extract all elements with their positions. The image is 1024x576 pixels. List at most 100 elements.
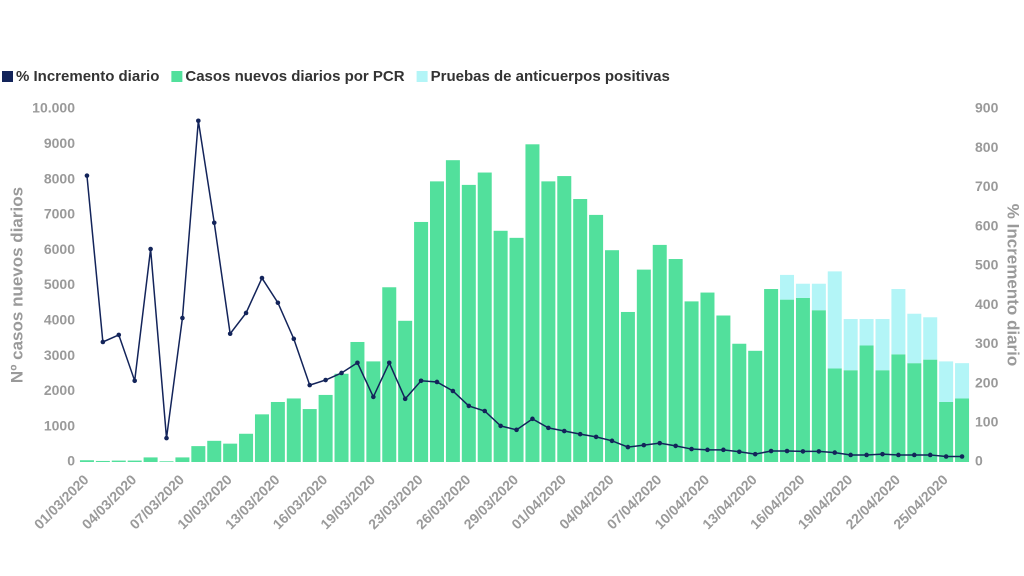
y2-tick-label: 500 [975,257,999,273]
bar [382,287,397,462]
point [180,315,185,321]
point [880,451,885,457]
point [227,331,233,337]
point [482,408,488,414]
point [673,443,678,449]
bar [95,460,110,462]
y2-tick-label: 200 [975,374,999,390]
y-tick-label: 1000 [44,417,75,433]
bar [780,274,795,300]
point [100,339,106,345]
bar [573,199,588,462]
bar [143,457,158,462]
bar [493,230,508,462]
point [784,448,790,454]
bar [891,354,906,462]
legend-swatch [171,71,183,82]
bar [700,292,715,462]
bar [334,373,349,462]
point [641,442,647,448]
y2-axis-title: % Incremento diario [1004,204,1023,366]
bar [859,345,874,462]
bar [79,460,94,462]
bar [318,394,333,462]
line [86,120,963,458]
bar [875,319,890,371]
point [530,416,535,422]
legend-swatch [416,71,428,82]
point [307,382,313,388]
bar [525,144,540,463]
point [148,246,153,252]
y-tick-label: 2000 [44,382,75,398]
bar [254,414,269,462]
bar [461,184,476,462]
bar [955,398,970,462]
point [434,379,440,385]
bar [605,250,620,462]
legend-label: % Incremento diario [16,68,159,85]
bar [557,176,572,462]
bar [684,301,699,462]
point [211,220,217,226]
bar [239,433,254,462]
y-tick-label: 4000 [44,312,75,328]
y-tick-label: 9000 [44,135,75,151]
bar [191,446,206,462]
bar [795,283,810,298]
point [864,452,869,458]
point [466,403,472,409]
point [132,378,137,384]
point [84,173,90,178]
y-tick-label: 5000 [44,276,75,292]
point [355,360,360,366]
point [896,452,901,458]
point [593,434,599,440]
y-tick-label: 8000 [44,170,75,186]
point [561,428,567,434]
bar [907,313,922,364]
bar [939,361,954,402]
bar [843,370,858,462]
bar [891,289,906,355]
point [752,451,758,457]
point [386,360,392,366]
point [164,435,169,441]
bar [366,361,381,462]
point [291,336,297,342]
y2-tick-label: 700 [975,178,999,194]
bar [923,317,938,360]
y-tick-label: 6000 [44,241,75,257]
y-tick-label: 7000 [44,206,75,222]
bar [159,461,174,462]
point [609,438,615,444]
y2-tick-label: 600 [975,217,999,233]
legend-swatch [2,71,13,82]
y2-tick-label: 900 [975,100,999,116]
bar [445,160,460,462]
bar [350,341,365,462]
point [275,300,281,306]
bar [636,269,651,462]
y2-tick-label: 0 [975,453,983,469]
bar [127,460,142,462]
y-tick-label: 0 [67,453,75,469]
bar [795,297,810,462]
bar [111,460,126,462]
y-tick-label: 10.000 [32,100,75,116]
bar [223,443,238,462]
y2-tick-label: 800 [975,139,999,155]
point [323,377,328,383]
point [259,275,265,281]
legend-label: Pruebas de anticuerpos positivas [431,68,670,85]
bar [477,172,492,463]
y2-tick-label: 400 [975,296,999,312]
point [116,332,122,338]
bar [811,283,826,311]
bar [875,370,890,462]
bar [302,409,317,462]
point [498,423,503,429]
point [927,452,933,458]
point [721,447,726,453]
